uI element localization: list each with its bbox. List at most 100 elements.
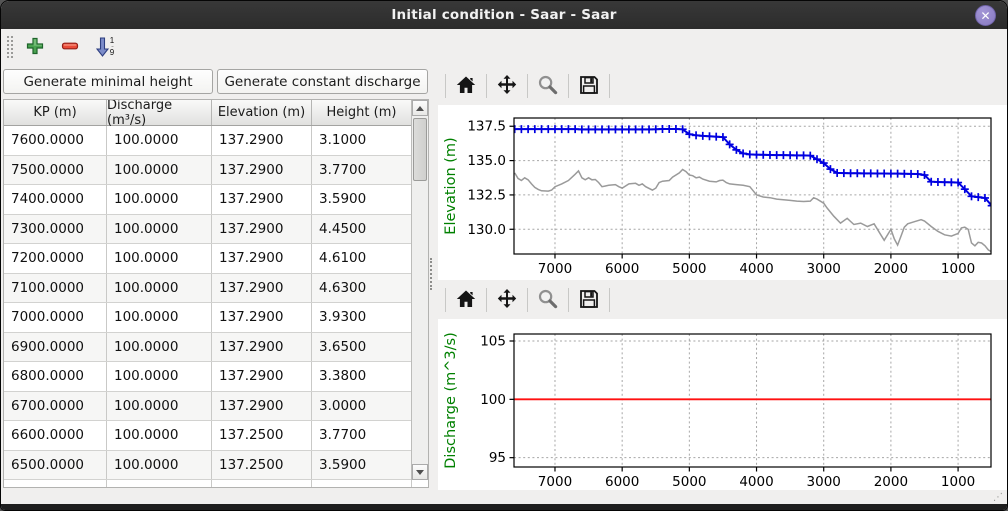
- table-cell[interactable]: 100.0000: [107, 185, 212, 214]
- scrollbar-thumb[interactable]: [413, 118, 427, 181]
- resize-grip[interactable]: ⋰: [993, 492, 1003, 503]
- home-button[interactable]: [453, 287, 479, 313]
- table-cell[interactable]: 6700.0000: [4, 392, 107, 421]
- table-cell[interactable]: 137.2900: [212, 156, 312, 185]
- generate-constant-discharge-button[interactable]: Generate constant discharge: [217, 69, 428, 94]
- table-cell[interactable]: 7500.0000: [4, 156, 107, 185]
- table-cell[interactable]: 7400.0000: [4, 185, 107, 214]
- table-cell[interactable]: 100.0000: [107, 362, 212, 391]
- table-cell[interactable]: 100.0000: [107, 244, 212, 273]
- column-header-kp[interactable]: KP (m): [4, 100, 107, 125]
- table-row[interactable]: 7300.0000100.0000137.29004.4500: [4, 215, 428, 245]
- column-header-discharge[interactable]: Discharge (m³/s): [107, 100, 212, 125]
- table-cell[interactable]: 6800.0000: [4, 362, 107, 391]
- svg-text:100: 100: [480, 392, 506, 408]
- elevation-plot-canvas[interactable]: 7000600050004000300020001000137.5135.013…: [438, 105, 1008, 280]
- table-row[interactable]: 6900.0000100.0000137.29003.6500: [4, 333, 428, 363]
- sort-rows-button[interactable]: 1 ·· 9: [92, 34, 118, 60]
- table-row[interactable]: 7200.0000100.0000137.29004.6100: [4, 244, 428, 274]
- table-cell[interactable]: 100.0000: [107, 451, 212, 480]
- discharge-plot-canvas[interactable]: 700060005000400030002000100010510095Disc…: [438, 319, 1008, 490]
- table-cell[interactable]: 3.6500: [312, 333, 412, 362]
- zoom-button[interactable]: [535, 73, 561, 99]
- svg-text:1000: 1000: [941, 261, 975, 277]
- table-row[interactable]: 7000.0000100.0000137.29003.9300: [4, 303, 428, 333]
- table-cell[interactable]: 137.2900: [212, 126, 312, 155]
- close-button[interactable]: ✕: [975, 5, 996, 26]
- table-cell[interactable]: 7100.0000: [4, 274, 107, 303]
- table-cell[interactable]: 100.0000: [107, 274, 212, 303]
- table-cell[interactable]: 6900.0000: [4, 333, 107, 362]
- add-row-button[interactable]: [22, 34, 48, 60]
- table-row[interactable]: 7400.0000100.0000137.29003.5900: [4, 185, 428, 215]
- table-cell[interactable]: 3.5900: [312, 185, 412, 214]
- table-cell[interactable]: 3.9300: [312, 303, 412, 332]
- table-row-partial: [4, 480, 428, 488]
- table-cell[interactable]: 3.5900: [312, 451, 412, 480]
- table-cell[interactable]: 100.0000: [107, 303, 212, 332]
- scrollbar-up-button[interactable]: [412, 100, 428, 116]
- toolbar-drag-handle[interactable]: [7, 36, 9, 58]
- table-cell[interactable]: 7300.0000: [4, 215, 107, 244]
- table-row[interactable]: 7600.0000100.0000137.29003.1000: [4, 126, 428, 156]
- table-cell[interactable]: 100.0000: [107, 421, 212, 450]
- table-cell[interactable]: 4.6300: [312, 274, 412, 303]
- table-cell[interactable]: 137.2900: [212, 244, 312, 273]
- table-row[interactable]: 6600.0000100.0000137.25003.7700: [4, 421, 428, 451]
- close-icon: ✕: [980, 9, 990, 23]
- table-cell[interactable]: 3.7700: [312, 156, 412, 185]
- table-cell[interactable]: 7600.0000: [4, 126, 107, 155]
- table-cell[interactable]: 137.2900: [212, 215, 312, 244]
- pan-button[interactable]: [494, 73, 520, 99]
- column-header-elevation[interactable]: Elevation (m): [212, 100, 312, 125]
- table-cell[interactable]: 6600.0000: [4, 421, 107, 450]
- titlebar[interactable]: Initial condition - Saar - Saar ✕: [1, 1, 1007, 29]
- table-row[interactable]: 7500.0000100.0000137.29003.7700: [4, 156, 428, 186]
- table-scrollbar[interactable]: [411, 100, 428, 480]
- table-cell[interactable]: 137.2900: [212, 362, 312, 391]
- table-cell[interactable]: 100.0000: [107, 215, 212, 244]
- table-row[interactable]: 6500.0000100.0000137.25003.5900: [4, 451, 428, 481]
- zoom-button[interactable]: [535, 287, 561, 313]
- table-cell[interactable]: 100.0000: [107, 126, 212, 155]
- table-cell[interactable]: 6500.0000: [4, 451, 107, 480]
- svg-text:2000: 2000: [874, 474, 908, 490]
- table-cell[interactable]: 3.7700: [312, 421, 412, 450]
- arrow-up-icon: [416, 106, 424, 111]
- generate-minimal-height-button[interactable]: Generate minimal height: [3, 69, 213, 94]
- vertical-splitter-handle[interactable]: [430, 258, 432, 290]
- toolbar-drag-handle-2: [11, 36, 13, 58]
- scrollbar-down-button[interactable]: [412, 464, 428, 480]
- table-row[interactable]: 7100.0000100.0000137.29004.6300: [4, 274, 428, 304]
- remove-row-button[interactable]: [57, 34, 83, 60]
- table-cell[interactable]: 3.1000: [312, 126, 412, 155]
- table-cell[interactable]: 137.2900: [212, 303, 312, 332]
- table-cell[interactable]: 137.2900: [212, 185, 312, 214]
- table-cell[interactable]: 137.2500: [212, 451, 312, 480]
- column-header-height[interactable]: Height (m): [312, 100, 412, 125]
- save-button[interactable]: [576, 287, 602, 313]
- home-button[interactable]: [453, 73, 479, 99]
- svg-text:95: 95: [489, 450, 506, 466]
- save-button[interactable]: [576, 73, 602, 99]
- table-cell[interactable]: 100.0000: [107, 156, 212, 185]
- table-row[interactable]: 6800.0000100.0000137.29003.3800: [4, 362, 428, 392]
- table-cell[interactable]: 100.0000: [107, 392, 212, 421]
- svg-text:135.0: 135.0: [467, 153, 506, 169]
- table-cell[interactable]: 4.6100: [312, 244, 412, 273]
- table-cell[interactable]: 100.0000: [107, 333, 212, 362]
- table-row[interactable]: 6700.0000100.0000137.29003.0000: [4, 392, 428, 422]
- zoom-icon: [537, 288, 559, 313]
- table-cell[interactable]: 137.2500: [212, 421, 312, 450]
- table-cell[interactable]: 7000.0000: [4, 303, 107, 332]
- pan-button[interactable]: [494, 287, 520, 313]
- table-cell[interactable]: 3.0000: [312, 392, 412, 421]
- table-cell[interactable]: 137.2900: [212, 274, 312, 303]
- table-cell[interactable]: 137.2900: [212, 392, 312, 421]
- svg-text:2000: 2000: [874, 261, 908, 277]
- table-cell[interactable]: 3.3800: [312, 362, 412, 391]
- elevation-chart: 7000600050004000300020001000137.5135.013…: [438, 105, 1008, 280]
- table-cell[interactable]: 137.2900: [212, 333, 312, 362]
- table-cell[interactable]: 4.4500: [312, 215, 412, 244]
- table-cell[interactable]: 7200.0000: [4, 244, 107, 273]
